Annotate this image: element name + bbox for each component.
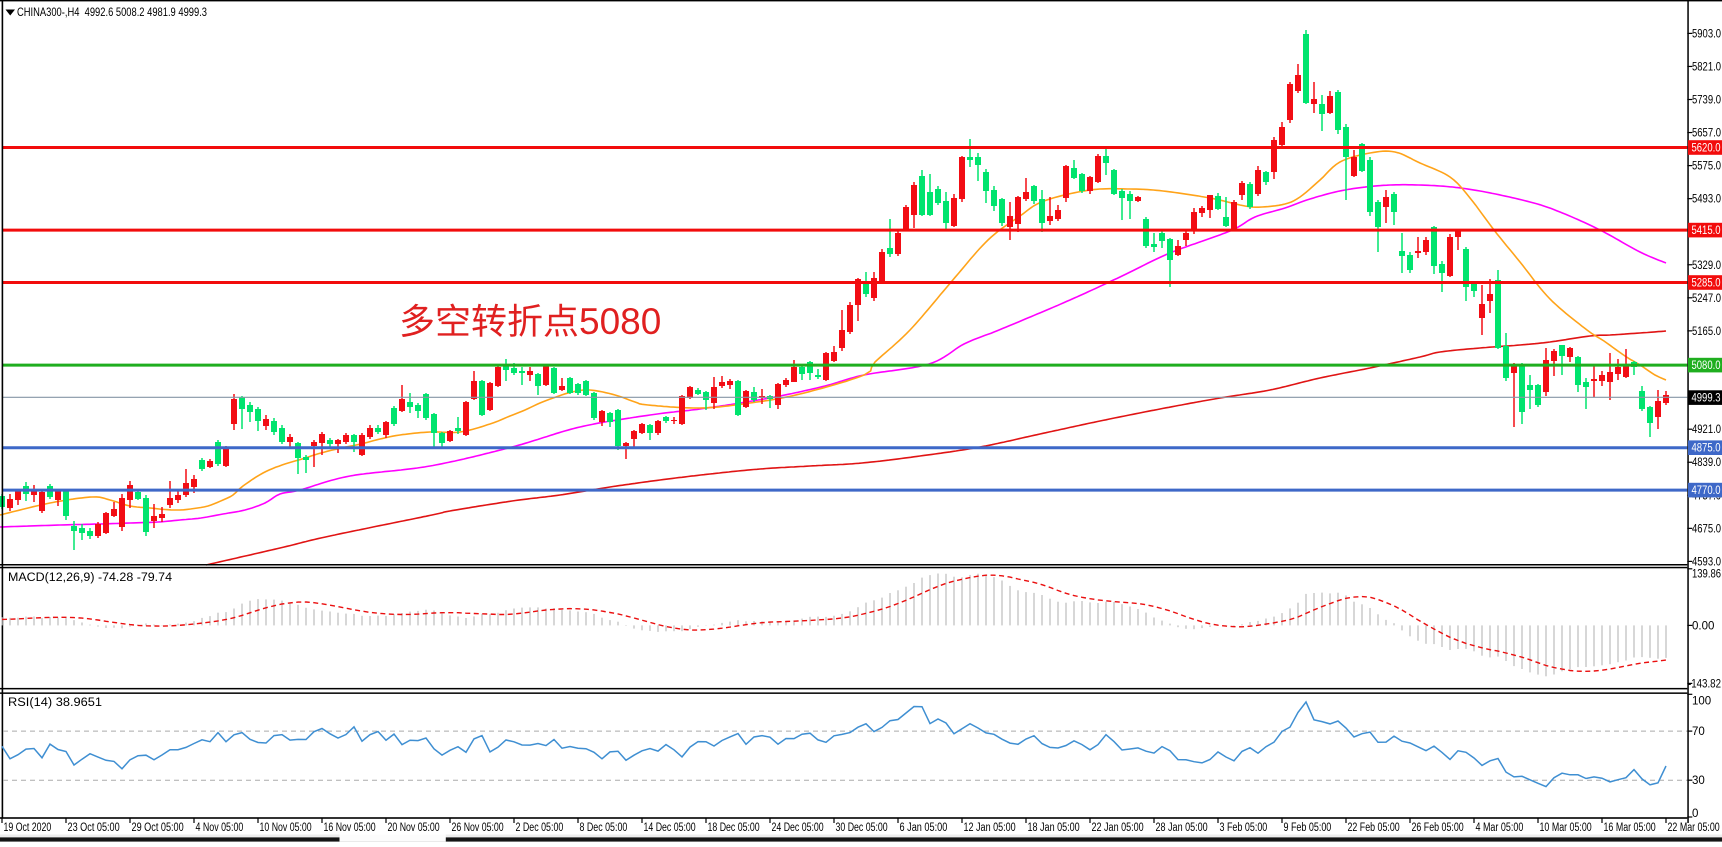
svg-text:100: 100 <box>1692 695 1711 707</box>
svg-text:30 Dec 05:00: 30 Dec 05:00 <box>836 822 888 834</box>
svg-text:5620.0: 5620.0 <box>1692 143 1721 155</box>
svg-text:5903.0: 5903.0 <box>1692 28 1721 40</box>
svg-text:23 Oct 05:00: 23 Oct 05:00 <box>68 822 120 834</box>
svg-text:5415.0: 5415.0 <box>1692 225 1721 237</box>
svg-text:4770.0: 4770.0 <box>1692 485 1721 497</box>
svg-text:4999.3: 4999.3 <box>1692 393 1721 405</box>
svg-text:MACD(12,26,9) -74.28 -79.74: MACD(12,26,9) -74.28 -79.74 <box>8 572 173 584</box>
svg-text:5080.0: 5080.0 <box>1692 360 1721 372</box>
svg-text:5165.0: 5165.0 <box>1692 326 1721 338</box>
svg-text:18 Dec 05:00: 18 Dec 05:00 <box>708 822 760 834</box>
svg-text:CHINA300-,H4 4992.6 5008.2 49: CHINA300-,H4 4992.6 5008.2 4981.9 4999.3 <box>17 5 207 19</box>
svg-text:0: 0 <box>1692 808 1698 820</box>
svg-text:5739.0: 5739.0 <box>1692 95 1721 107</box>
svg-text:4921.0: 4921.0 <box>1692 424 1721 436</box>
svg-text:30: 30 <box>1692 775 1705 787</box>
svg-text:29 Oct 05:00: 29 Oct 05:00 <box>132 822 184 834</box>
svg-text:10 Nov 05:00: 10 Nov 05:00 <box>260 822 312 834</box>
svg-text:26 Nov 05:00: 26 Nov 05:00 <box>452 822 504 834</box>
svg-text:3 Feb 05:00: 3 Feb 05:00 <box>1220 822 1268 834</box>
svg-text:14 Dec 05:00: 14 Dec 05:00 <box>644 822 696 834</box>
svg-text:12 Jan 05:00: 12 Jan 05:00 <box>964 822 1016 834</box>
svg-text:5329.0: 5329.0 <box>1692 260 1721 272</box>
svg-text:9 Feb 05:00: 9 Feb 05:00 <box>1284 822 1332 834</box>
svg-text:4 Nov 05:00: 4 Nov 05:00 <box>196 822 244 834</box>
svg-text:5575.0: 5575.0 <box>1692 161 1721 173</box>
svg-text:22 Feb 05:00: 22 Feb 05:00 <box>1348 822 1400 834</box>
svg-text:-143.82: -143.82 <box>1688 678 1721 690</box>
svg-text:0.00: 0.00 <box>1692 620 1714 632</box>
svg-text:5285.0: 5285.0 <box>1692 278 1721 290</box>
svg-text:20 Nov 05:00: 20 Nov 05:00 <box>388 822 440 834</box>
svg-text:22 Mar 05:00: 22 Mar 05:00 <box>1668 822 1720 834</box>
svg-text:10 Mar 05:00: 10 Mar 05:00 <box>1540 822 1592 834</box>
svg-text:16 Mar 05:00: 16 Mar 05:00 <box>1604 822 1656 834</box>
svg-text:28 Jan 05:00: 28 Jan 05:00 <box>1156 822 1208 834</box>
svg-text:2 Dec 05:00: 2 Dec 05:00 <box>516 822 564 834</box>
svg-text:24 Dec 05:00: 24 Dec 05:00 <box>772 822 824 834</box>
svg-text:70: 70 <box>1692 726 1705 738</box>
svg-text:139.86: 139.86 <box>1692 569 1721 581</box>
svg-text:6 Jan 05:00: 6 Jan 05:00 <box>900 822 948 834</box>
svg-text:4875.0: 4875.0 <box>1692 443 1721 455</box>
svg-text:5493.0: 5493.0 <box>1692 194 1721 206</box>
svg-text:18 Jan 05:00: 18 Jan 05:00 <box>1028 822 1080 834</box>
svg-text:4 Mar 05:00: 4 Mar 05:00 <box>1476 822 1524 834</box>
svg-text:8 Dec 05:00: 8 Dec 05:00 <box>580 822 628 834</box>
svg-text:5657.0: 5657.0 <box>1692 128 1721 140</box>
svg-text:RSI(14) 38.9651: RSI(14) 38.9651 <box>8 697 102 709</box>
svg-text:4839.0: 4839.0 <box>1692 457 1721 469</box>
svg-text:5821.0: 5821.0 <box>1692 62 1721 74</box>
svg-text:26 Feb 05:00: 26 Feb 05:00 <box>1412 822 1464 834</box>
svg-text:19 Oct 2020: 19 Oct 2020 <box>4 822 52 834</box>
svg-text:22 Jan 05:00: 22 Jan 05:00 <box>1092 822 1144 834</box>
svg-text:5247.0: 5247.0 <box>1692 293 1721 305</box>
svg-text:4675.0: 4675.0 <box>1692 523 1721 535</box>
svg-text:16 Nov 05:00: 16 Nov 05:00 <box>324 822 376 834</box>
svg-text:5080: 5080 <box>579 301 661 342</box>
svg-text:4593.0: 4593.0 <box>1692 556 1721 568</box>
